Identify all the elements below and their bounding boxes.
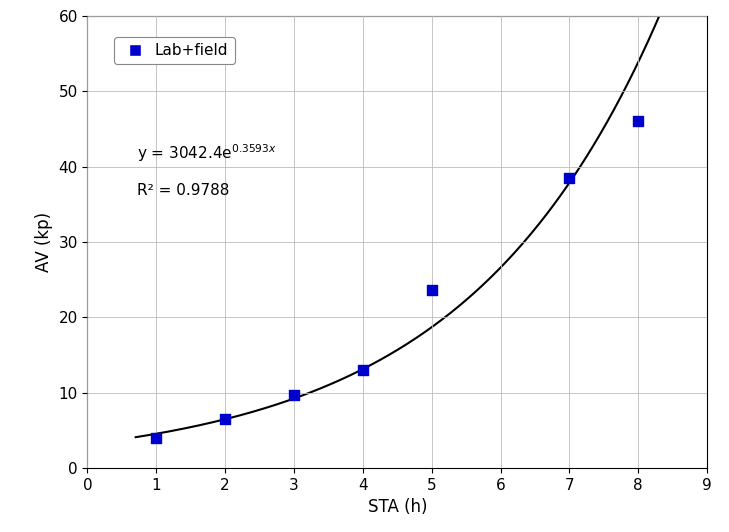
Legend: Lab+field: Lab+field (114, 37, 235, 64)
Point (219, 415, 231, 423)
Point (288, 391, 300, 400)
Text: y = 3042.4e$^{0.3593x}$: y = 3042.4e$^{0.3593x}$ (137, 143, 276, 164)
Point (357, 366, 369, 375)
Point (150, 434, 162, 442)
Text: R² = 0.9788: R² = 0.9788 (137, 184, 230, 198)
Y-axis label: AV (kp): AV (kp) (35, 212, 52, 272)
Point (564, 174, 575, 182)
X-axis label: STA (h): STA (h) (367, 498, 427, 517)
Point (426, 285, 437, 294)
Point (633, 117, 644, 126)
